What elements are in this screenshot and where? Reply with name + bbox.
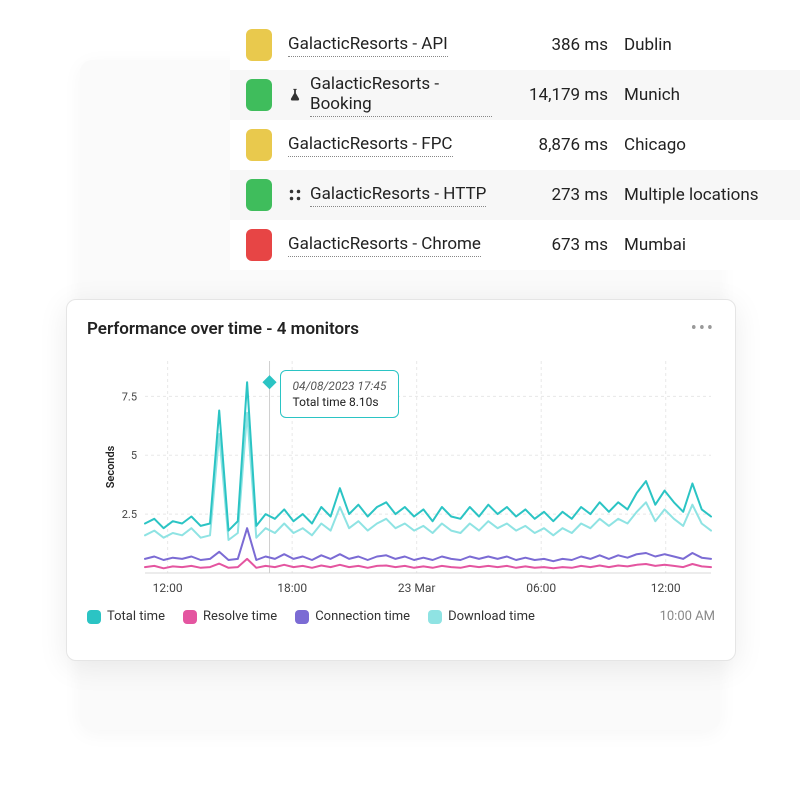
monitor-name[interactable]: GalacticResorts - Chrome bbox=[288, 234, 492, 257]
x-tick-label: 12:00 bbox=[651, 581, 681, 595]
legend-label: Resolve time bbox=[203, 609, 277, 624]
chart-tooltip: 04/08/2023 17:45 Total time 8.10s bbox=[280, 370, 400, 418]
svg-text:2.5: 2.5 bbox=[122, 508, 137, 521]
monitor-name[interactable]: GalacticResorts - FPC bbox=[288, 134, 492, 157]
legend-label: Total time bbox=[107, 609, 165, 624]
legend-item[interactable]: Total time bbox=[87, 609, 165, 624]
x-tick-label: 06:00 bbox=[526, 581, 556, 595]
monitor-time: 14,179 ms bbox=[508, 85, 608, 105]
legend-swatch bbox=[295, 610, 309, 624]
monitor-row[interactable]: GalacticResorts - Chrome 673 ms Mumbai bbox=[230, 220, 800, 270]
legend-swatch bbox=[87, 610, 101, 624]
x-tick-label: 23 Mar bbox=[398, 581, 436, 595]
legend-swatch bbox=[183, 610, 197, 624]
y-axis-label: Seconds bbox=[104, 446, 117, 489]
chart-more-button[interactable]: ••• bbox=[691, 318, 715, 339]
monitor-name-text: GalacticResorts - FPC bbox=[288, 134, 453, 157]
monitor-location: Chicago bbox=[624, 135, 784, 155]
monitor-time: 673 ms bbox=[508, 235, 608, 255]
status-chip bbox=[246, 179, 272, 211]
monitor-name[interactable]: GalacticResorts - HTTP bbox=[288, 184, 492, 207]
monitor-row[interactable]: GalacticResorts - Booking 14,179 ms Munich bbox=[230, 70, 800, 120]
monitor-name[interactable]: GalacticResorts - Booking bbox=[288, 74, 492, 117]
monitors-table: GalacticResorts - API386 msDublinGalacti… bbox=[230, 20, 800, 270]
x-tick-label: 18:00 bbox=[277, 581, 307, 595]
monitor-name-text: GalacticResorts - Chrome bbox=[288, 234, 481, 257]
svg-text:7.5: 7.5 bbox=[122, 390, 137, 403]
legend-swatch bbox=[428, 610, 442, 624]
performance-chart-card: Performance over time - 4 monitors ••• S… bbox=[66, 299, 736, 661]
grid-dots-icon bbox=[288, 188, 302, 202]
monitor-time: 273 ms bbox=[508, 185, 608, 205]
chart-timestamp: 10:00 AM bbox=[660, 609, 715, 624]
tooltip-value: Total time 8.10s bbox=[293, 395, 387, 409]
chart-title: Performance over time - 4 monitors bbox=[87, 319, 359, 339]
monitor-row[interactable]: GalacticResorts - HTTP 273 ms Multiple loc… bbox=[230, 170, 800, 220]
monitor-location: Dublin bbox=[624, 35, 784, 55]
chart-legend: Total time Resolve time Connection time Dow… bbox=[87, 609, 715, 624]
x-axis-labels: 12:00 18:00 23 Mar 06:00 12:00 bbox=[115, 581, 715, 599]
legend-label: Connection time bbox=[315, 609, 410, 624]
monitor-location: Mumbai bbox=[624, 235, 784, 255]
monitor-name-text: GalacticResorts - API bbox=[288, 34, 448, 57]
monitor-row[interactable]: GalacticResorts - API 386 ms Dublin bbox=[230, 20, 800, 70]
tooltip-date: 04/08/2023 17:45 bbox=[293, 379, 387, 393]
legend-label: Download time bbox=[448, 609, 535, 624]
monitor-time: 8,876 ms bbox=[508, 135, 608, 155]
status-chip bbox=[246, 79, 272, 111]
legend-item[interactable]: Download time bbox=[428, 609, 535, 624]
chart-plot[interactable]: Seconds 2.557.5 04/08/2023 17:45 Total t… bbox=[115, 353, 715, 581]
status-chip bbox=[246, 29, 272, 61]
x-tick-label: 12:00 bbox=[153, 581, 183, 595]
monitor-location: Munich bbox=[624, 85, 784, 105]
status-chip bbox=[246, 229, 272, 261]
status-chip bbox=[246, 129, 272, 161]
monitor-name-text: GalacticResorts - Booking bbox=[310, 74, 492, 117]
legend-item[interactable]: Connection time bbox=[295, 609, 410, 624]
legend-item[interactable]: Resolve time bbox=[183, 609, 277, 624]
monitor-name[interactable]: GalacticResorts - API bbox=[288, 34, 492, 57]
chart-svg: 2.5 5 7.5 bbox=[115, 353, 715, 581]
monitor-row[interactable]: GalacticResorts - FPC 8,876 ms Chicago bbox=[230, 120, 800, 170]
svg-text:5: 5 bbox=[131, 449, 137, 462]
monitor-time: 386 ms bbox=[508, 35, 608, 55]
flask-icon bbox=[288, 88, 302, 102]
monitor-location: Multiple locations bbox=[624, 185, 784, 205]
monitor-name-text: GalacticResorts - HTTP bbox=[310, 184, 486, 207]
